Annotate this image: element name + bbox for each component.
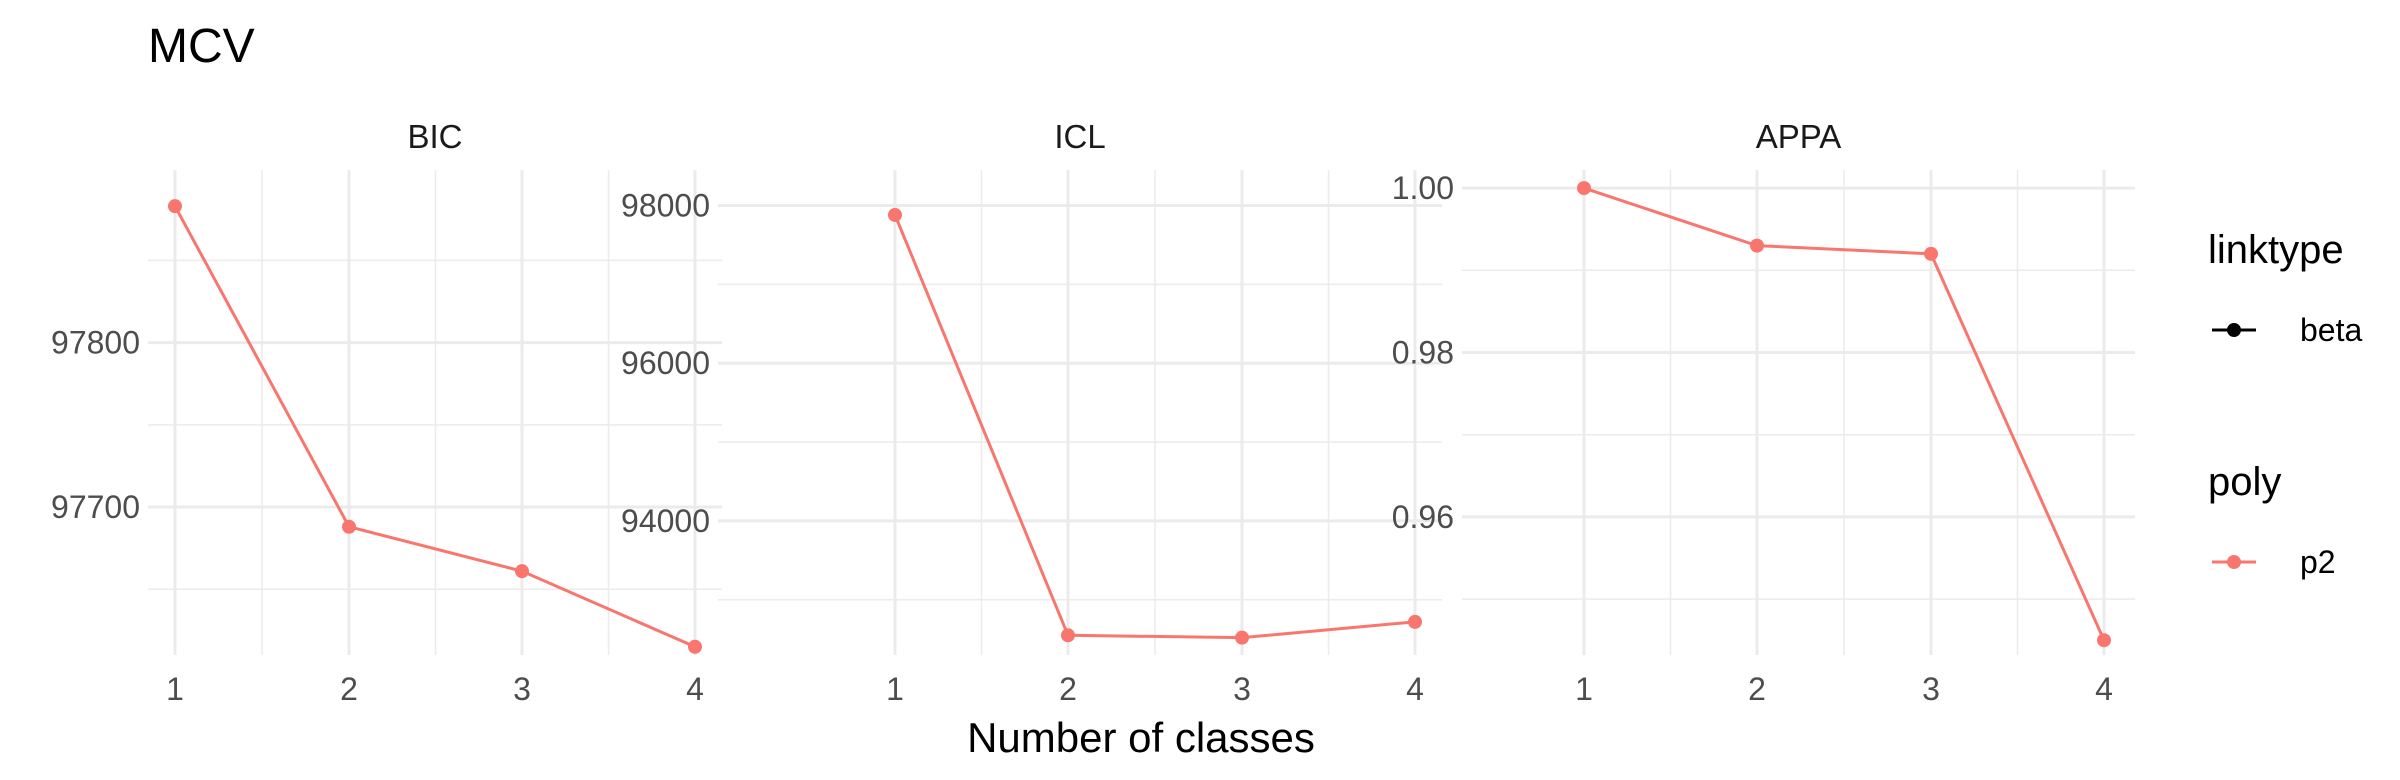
x-tick-label: 4	[2095, 671, 2113, 707]
series-line-p2	[1583, 186, 2106, 641]
x-tick-label: 1	[1575, 671, 1593, 707]
y-tick-label: 1.00	[1392, 170, 1454, 206]
y-tick-label: 98000	[621, 187, 710, 223]
data-point	[1750, 238, 1764, 253]
x-tick-label: 4	[686, 671, 704, 707]
legend-poly: poly p2	[2208, 460, 2336, 580]
x-tick-label: 2	[1059, 671, 1077, 707]
chart-title: MCV	[148, 20, 255, 73]
panel-icl: 94000 96000 98000 1 2 3 4 ICL	[621, 118, 1442, 707]
data-point	[688, 639, 702, 654]
data-point	[1408, 614, 1422, 629]
x-tick-label: 3	[1233, 671, 1251, 707]
x-tick-label: 1	[886, 671, 904, 707]
legend: linktype beta poly p2	[2208, 228, 2362, 580]
y-tick-label: 0.96	[1392, 499, 1454, 535]
legend-item-label: beta	[2300, 312, 2362, 348]
y-tick-label: 97700	[51, 489, 140, 525]
x-tick-label: 3	[1922, 671, 1940, 707]
x-tick-label: 4	[1406, 671, 1424, 707]
x-tick-label: 2	[1748, 671, 1766, 707]
legend-title: linktype	[2208, 228, 2344, 272]
panel-strip-label: BIC	[407, 118, 462, 155]
legend-key-point	[2227, 555, 2241, 569]
data-point	[342, 519, 356, 534]
legend-linktype: linktype beta	[2208, 228, 2362, 348]
series-line-p2	[893, 214, 1416, 640]
y-tick-label: 97800	[51, 325, 140, 361]
data-point	[168, 199, 182, 214]
data-point	[2097, 633, 2111, 648]
panel-appa: 0.96 0.98 1.00 1 2 3 4 APPA	[1392, 118, 2135, 707]
x-tick-label: 1	[166, 671, 184, 707]
data-point	[1577, 181, 1591, 196]
y-tick-label: 96000	[621, 345, 710, 381]
series-line-p2	[173, 205, 696, 649]
data-point	[1061, 628, 1075, 643]
y-tick-label: 0.98	[1392, 334, 1454, 370]
panel-strip-label: APPA	[1756, 118, 1842, 155]
legend-item-label: p2	[2300, 544, 2336, 580]
x-tick-label: 3	[513, 671, 531, 707]
panel-strip-label: ICL	[1054, 118, 1105, 155]
data-point	[1235, 630, 1249, 645]
data-point	[888, 207, 902, 222]
panel-bic: 97700 97800 1 2 3 4 BIC	[51, 118, 722, 707]
data-point	[515, 564, 529, 579]
x-tick-label: 2	[340, 671, 358, 707]
legend-key-point	[2227, 323, 2241, 337]
y-tick-label: 94000	[621, 503, 710, 539]
facet-panels: 97700 97800 1 2 3 4 BIC 94000 96000 98000 1 2 3 4 ICL 0…	[51, 118, 2135, 707]
legend-title: poly	[2208, 460, 2281, 504]
data-point	[1924, 246, 1938, 261]
x-axis-title: Number of classes	[967, 714, 1315, 761]
